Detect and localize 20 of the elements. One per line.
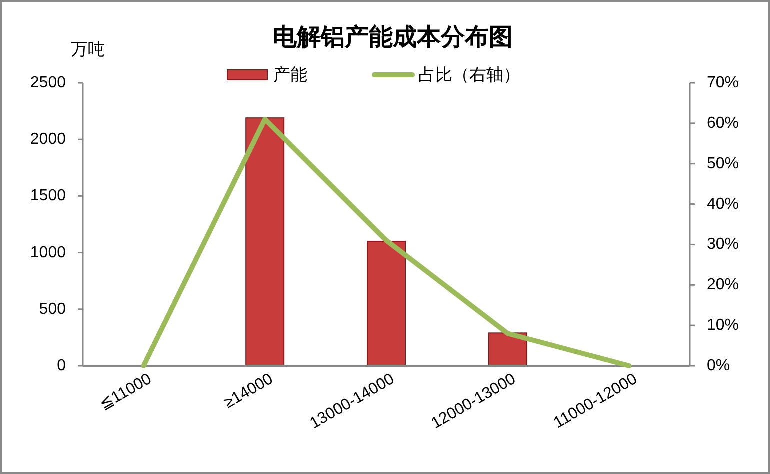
y-tick-label: 500 [39, 300, 66, 318]
y2-tick-label: 30% [707, 236, 740, 254]
y2-tick-label: 50% [707, 155, 740, 172]
y2-tick-label: 40% [707, 196, 740, 213]
y2-tick-label: 60% [707, 114, 740, 132]
bar [246, 118, 285, 366]
y-tick-label: 0 [57, 358, 66, 374]
y2-tick-label: 0% [707, 358, 730, 374]
bar [367, 240, 406, 366]
y2-tick-label: 10% [707, 317, 740, 334]
legend-label: 产能 [274, 66, 308, 84]
y-tick-label: 2500 [30, 74, 66, 92]
y2-tick-label: 20% [707, 276, 740, 294]
y-tick-label: 1500 [30, 188, 66, 205]
y-axis-title: 万吨 [71, 40, 105, 59]
y-tick-label: 1000 [30, 244, 66, 262]
chart-title: 电解铝产能成本分布图 [273, 24, 513, 51]
y2-tick-label: 70% [707, 74, 740, 92]
legend-label: 占比（右轴） [418, 66, 520, 84]
y-tick-label: 2000 [30, 131, 66, 148]
